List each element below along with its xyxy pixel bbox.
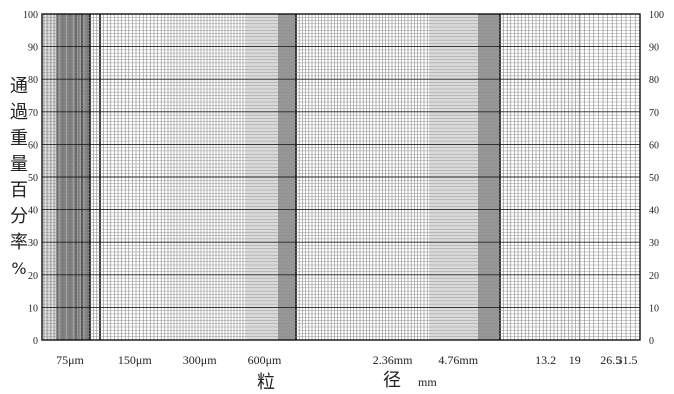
y-tick-label-left: 100 (23, 10, 38, 21)
y-tick-label-left: 30 (28, 238, 38, 249)
y-axis-label-char: 百 (10, 180, 28, 201)
x-tick-label: 2.36mm (373, 353, 413, 367)
y-tick-label-left: 40 (28, 206, 38, 217)
y-axis-label-char: % (11, 259, 26, 278)
x-tick-label: 13.2 (535, 353, 556, 367)
y-tick-label-right: 80 (649, 75, 659, 86)
y-tick-label-left: 70 (28, 108, 38, 119)
x-tick-label: 31.5 (617, 353, 638, 367)
y-tick-label-left: 10 (28, 303, 38, 314)
x-tick-label: 75μm (56, 353, 84, 367)
x-tick-label: 4.76mm (438, 353, 478, 367)
y-axis-label-char: 過 (10, 102, 28, 123)
y-tick-label-right: 90 (649, 43, 659, 54)
y-tick-label-right: 70 (649, 108, 659, 119)
y-tick-label-right: 40 (649, 206, 659, 217)
y-tick-label-left: 60 (28, 140, 38, 151)
y-tick-label-right: 50 (649, 173, 659, 184)
plot-frame (41, 13, 641, 341)
y-axis-right-ticks: 0 10 20 30 40 50 60 70 80 90 100 (649, 10, 664, 347)
y-axis-label-char: 分 (10, 206, 28, 227)
y-axis-label-char: 通 (10, 76, 28, 97)
y-axis-label-char: 量 (10, 154, 28, 175)
y-tick-label-left: 20 (28, 271, 38, 282)
y-tick-label-right: 10 (649, 303, 659, 314)
x-tick-label: 19 (569, 353, 581, 367)
y-tick-label-left: 0 (33, 336, 38, 347)
chart-grid (41, 13, 641, 341)
x-tick-label: 26.5 (600, 353, 621, 367)
y-tick-label-left: 90 (28, 43, 38, 54)
y-tick-label-right: 60 (649, 140, 659, 151)
y-tick-label-right: 0 (649, 336, 654, 347)
x-axis-label: 粒 径 mm (257, 370, 437, 393)
x-axis-label-part: 粒 (257, 372, 275, 393)
x-axis-ticks: 75μm 150μm 300μm 600μm 2.36mm 4.76mm 13.2 19 26.… (56, 353, 637, 367)
y-tick-label-left: 50 (28, 173, 38, 184)
y-axis-left-ticks: 0 10 20 30 40 50 60 70 80 90 100 (23, 10, 38, 347)
x-tick-label: 150μm (118, 353, 152, 367)
x-tick-label: 300μm (183, 353, 217, 367)
y-tick-label-right: 30 (649, 238, 659, 249)
y-tick-label-right: 100 (649, 10, 664, 21)
y-axis-label-char: 重 (10, 128, 28, 149)
x-axis-unit: mm (418, 375, 437, 389)
y-axis-label-char: 率 (10, 232, 28, 253)
y-tick-label-left: 80 (28, 75, 38, 86)
x-tick-label: 600μm (248, 353, 282, 367)
y-tick-label-right: 20 (649, 271, 659, 282)
x-axis-label-part: 径 (383, 370, 401, 391)
